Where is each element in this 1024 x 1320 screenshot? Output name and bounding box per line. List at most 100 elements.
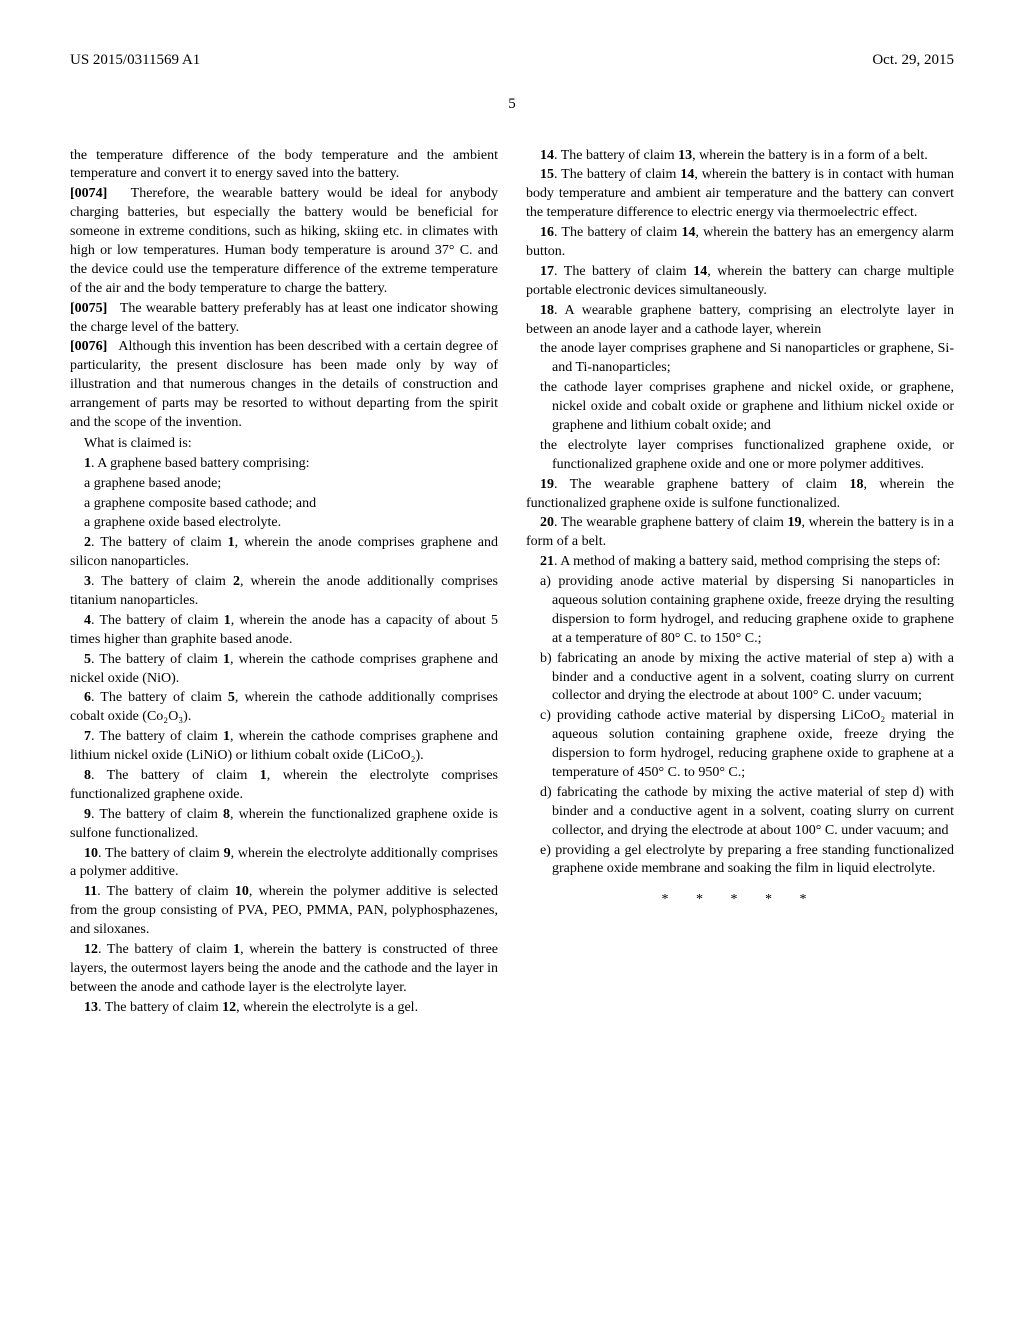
claim: 5. The battery of claim 1, wherein the c… bbox=[70, 651, 498, 689]
claim-text: . The wearable graphene battery of claim bbox=[554, 477, 849, 492]
claim-ref: 5 bbox=[228, 690, 235, 705]
para-num: [0074] bbox=[70, 186, 107, 201]
claim: 17. The battery of claim 14, wherein the… bbox=[526, 263, 954, 301]
claim: 6. The battery of claim 5, wherein the c… bbox=[70, 689, 498, 727]
end-marks: * * * * * bbox=[526, 891, 954, 910]
claim-num: 8 bbox=[84, 768, 91, 783]
claim-num: 14 bbox=[540, 148, 554, 163]
claim: 12. The battery of claim 1, wherein the … bbox=[70, 941, 498, 998]
claim-text: . A method of making a battery said, met… bbox=[554, 554, 941, 569]
para-num: [0076] bbox=[70, 339, 107, 354]
claim-num: 5 bbox=[84, 652, 91, 667]
claim-num: 10 bbox=[84, 846, 98, 861]
claim-text: . The battery of claim bbox=[554, 225, 681, 240]
claim-ref: 1 bbox=[228, 535, 235, 550]
claim: 16. The battery of claim 14, wherein the… bbox=[526, 224, 954, 262]
claim: 2. The battery of claim 1, wherein the a… bbox=[70, 534, 498, 572]
claim-sub: d) fabricating the cathode by mixing the… bbox=[526, 784, 954, 841]
claim-ref: 10 bbox=[235, 884, 249, 899]
page-number: 5 bbox=[70, 94, 954, 114]
claim-num: 1 bbox=[84, 456, 91, 471]
claim-num: 2 bbox=[84, 535, 91, 550]
claim: 3. The battery of claim 2, wherein the a… bbox=[70, 573, 498, 611]
claim-text: . The battery of claim bbox=[91, 613, 224, 628]
claim-ref: 9 bbox=[224, 846, 231, 861]
claim-sub: c) providing cathode active material by … bbox=[526, 707, 954, 783]
right-column: 14. The battery of claim 13, wherein the… bbox=[526, 147, 954, 1019]
claim-text: . The battery of claim bbox=[98, 942, 233, 957]
claim-num: 16 bbox=[540, 225, 554, 240]
claim-num: 21 bbox=[540, 554, 554, 569]
claim-text: . The battery of claim bbox=[98, 846, 224, 861]
what-claimed: What is claimed is: bbox=[70, 435, 498, 454]
claim-sub: a) providing anode active material by di… bbox=[526, 573, 954, 649]
claim-text: . The battery of claim bbox=[91, 729, 223, 744]
claim-text: . The battery of claim bbox=[554, 148, 678, 163]
claim-sub: e) providing a gel electrolyte by prepar… bbox=[526, 842, 954, 880]
claim-text: . The battery of claim bbox=[91, 652, 223, 667]
claim: 9. The battery of claim 8, wherein the f… bbox=[70, 806, 498, 844]
claim-ref: 14 bbox=[680, 167, 694, 182]
paragraph: the temperature difference of the body t… bbox=[70, 147, 498, 185]
para-text: The wearable battery preferably has at l… bbox=[70, 301, 498, 335]
claim-text: . The battery of claim bbox=[91, 535, 228, 550]
para-text: Although this invention has been describ… bbox=[70, 339, 498, 430]
claim-num: 9 bbox=[84, 807, 91, 822]
claim-num: 13 bbox=[84, 1000, 98, 1015]
claim-ref: 1 bbox=[224, 613, 231, 628]
claim-text: . The wearable graphene battery of claim bbox=[554, 515, 788, 530]
claim: 18. A wearable graphene battery, compris… bbox=[526, 302, 954, 340]
claim-sub: the cathode layer comprises graphene and… bbox=[526, 379, 954, 436]
claim: 19. The wearable graphene battery of cla… bbox=[526, 476, 954, 514]
claim: 10. The battery of claim 9, wherein the … bbox=[70, 845, 498, 883]
claim-text: . The battery of claim bbox=[91, 768, 260, 783]
claim-sub: a graphene oxide based electrolyte. bbox=[70, 514, 498, 533]
paragraph: [0075] The wearable battery preferably h… bbox=[70, 300, 498, 338]
doc-number: US 2015/0311569 A1 bbox=[70, 50, 200, 70]
claim-ref: 1 bbox=[260, 768, 267, 783]
para-num: [0075] bbox=[70, 301, 107, 316]
page-header: US 2015/0311569 A1 Oct. 29, 2015 bbox=[70, 50, 954, 70]
claim-num: 4 bbox=[84, 613, 91, 628]
claim-num: 18 bbox=[540, 303, 554, 318]
claim-num: 11 bbox=[84, 884, 97, 899]
claim: 1. A graphene based battery comprising: bbox=[70, 455, 498, 474]
claim-text: . A graphene based battery comprising: bbox=[91, 456, 310, 471]
claim-num: 15 bbox=[540, 167, 554, 182]
paragraph: [0074] Therefore, the wearable battery w… bbox=[70, 185, 498, 298]
claim: 7. The battery of claim 1, wherein the c… bbox=[70, 728, 498, 766]
claim-sub: the electrolyte layer comprises function… bbox=[526, 437, 954, 475]
claim-sub: the anode layer comprises graphene and S… bbox=[526, 340, 954, 378]
claim-num: 6 bbox=[84, 690, 91, 705]
doc-date: Oct. 29, 2015 bbox=[872, 50, 954, 70]
claim-sub: a graphene based anode; bbox=[70, 475, 498, 494]
para-text: Therefore, the wearable battery would be… bbox=[70, 186, 498, 295]
claim-text: . The battery of claim bbox=[554, 264, 693, 279]
claim-ref: 13 bbox=[678, 148, 692, 163]
claim-text: . The battery of claim bbox=[554, 167, 680, 182]
claim-num: 17 bbox=[540, 264, 554, 279]
claim-text: . The battery of claim bbox=[97, 884, 235, 899]
claim-ref: 14 bbox=[693, 264, 707, 279]
claim-text: . The battery of claim bbox=[98, 1000, 222, 1015]
claim-text: . The battery of claim bbox=[91, 807, 223, 822]
paragraph: [0076] Although this invention has been … bbox=[70, 338, 498, 432]
claim-ref: 1 bbox=[223, 729, 230, 744]
claim-ref: 8 bbox=[223, 807, 230, 822]
claim-ref: 14 bbox=[681, 225, 695, 240]
claim-num: 12 bbox=[84, 942, 98, 957]
claim: 14. The battery of claim 13, wherein the… bbox=[526, 147, 954, 166]
claim-ref: 2 bbox=[233, 574, 240, 589]
claim: 13. The battery of claim 12, wherein the… bbox=[70, 999, 498, 1018]
claim-ref: 18 bbox=[849, 477, 863, 492]
claim: 4. The battery of claim 1, wherein the a… bbox=[70, 612, 498, 650]
claim-num: 20 bbox=[540, 515, 554, 530]
claim-num: 19 bbox=[540, 477, 554, 492]
content-columns: the temperature difference of the body t… bbox=[70, 147, 954, 1019]
claim-ref: 1 bbox=[223, 652, 230, 667]
claim-text: . The battery of claim bbox=[91, 574, 233, 589]
left-column: the temperature difference of the body t… bbox=[70, 147, 498, 1019]
claim-text: , wherein the electrolyte is a gel. bbox=[236, 1000, 418, 1015]
claim: 8. The battery of claim 1, wherein the e… bbox=[70, 767, 498, 805]
claim-num: 3 bbox=[84, 574, 91, 589]
